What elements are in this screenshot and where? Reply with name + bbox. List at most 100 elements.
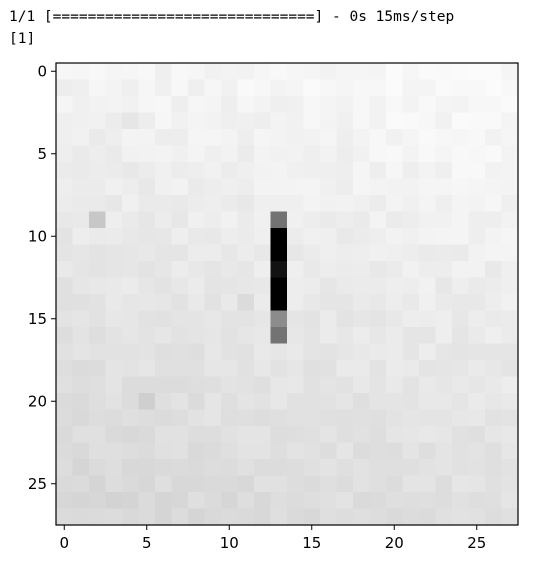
- heatmap-cell: [419, 79, 437, 97]
- heatmap-cell: [155, 145, 173, 163]
- heatmap-cell: [122, 162, 140, 180]
- heatmap-cell: [452, 409, 470, 427]
- heatmap-cell: [237, 145, 255, 163]
- heatmap-cell: [303, 228, 321, 246]
- heatmap-cell: [56, 343, 74, 361]
- console-progress-line: 1/1 [==============================] - 0…: [9, 9, 455, 25]
- heatmap-cell: [254, 310, 272, 328]
- heatmap-cell: [419, 129, 437, 147]
- heatmap-cell: [320, 294, 338, 312]
- heatmap-cell: [386, 343, 404, 361]
- heatmap-cell: [237, 178, 255, 196]
- heatmap-cell: [89, 327, 107, 345]
- heatmap-cell: [452, 244, 470, 262]
- heatmap-cell: [270, 145, 288, 163]
- heatmap-cell: [155, 508, 173, 526]
- heatmap-cell: [501, 409, 519, 427]
- x-tick-label: 0: [59, 534, 69, 552]
- heatmap-cell: [221, 244, 239, 262]
- heatmap-cell: [254, 376, 272, 394]
- heatmap-cell: [435, 475, 453, 493]
- heatmap-cell: [89, 310, 107, 328]
- heatmap-cell: [287, 376, 305, 394]
- heatmap-cell: [287, 145, 305, 163]
- heatmap-cell: [237, 63, 255, 81]
- heatmap-cell: [303, 96, 321, 114]
- heatmap-cell: [435, 195, 453, 213]
- heatmap-cell: [270, 277, 288, 295]
- heatmap-cell: [435, 96, 453, 114]
- heatmap-cell: [320, 492, 338, 510]
- x-tick-label: 20: [385, 534, 404, 552]
- heatmap-cell: [402, 492, 420, 510]
- heatmap-cell: [287, 96, 305, 114]
- heatmap-cell: [254, 195, 272, 213]
- heatmap-cell: [468, 475, 486, 493]
- heatmap-cell: [270, 409, 288, 427]
- heatmap-cell: [270, 310, 288, 328]
- heatmap-cell: [56, 360, 74, 378]
- heatmap-cell: [386, 211, 404, 229]
- heatmap-cell: [353, 360, 371, 378]
- heatmap-cell: [402, 393, 420, 411]
- heatmap-cell: [122, 63, 140, 81]
- heatmap-cell: [485, 79, 503, 97]
- heatmap-cell: [221, 129, 239, 147]
- console-result-line: [1]: [9, 31, 36, 47]
- heatmap-cell: [501, 178, 519, 196]
- heatmap-cell: [56, 112, 74, 130]
- heatmap-cell: [155, 327, 173, 345]
- heatmap-cell: [204, 79, 222, 97]
- heatmap-cell: [336, 79, 354, 97]
- heatmap-cell: [402, 162, 420, 180]
- heatmap-cell: [56, 393, 74, 411]
- heatmap-cell: [353, 79, 371, 97]
- heatmap-cell: [287, 195, 305, 213]
- heatmap-cell: [171, 492, 189, 510]
- heatmap-cell: [336, 261, 354, 279]
- heatmap-cell: [89, 129, 107, 147]
- heatmap-cell: [452, 508, 470, 526]
- heatmap-cell: [270, 393, 288, 411]
- heatmap-cell: [353, 261, 371, 279]
- heatmap-cell: [452, 261, 470, 279]
- heatmap-cell: [89, 459, 107, 477]
- heatmap-cell: [468, 442, 486, 460]
- heatmap-cell: [89, 112, 107, 130]
- heatmap-cell: [336, 327, 354, 345]
- heatmap-cell: [138, 426, 156, 444]
- heatmap-cell: [336, 426, 354, 444]
- heatmap-cell: [320, 327, 338, 345]
- heatmap-cell: [237, 508, 255, 526]
- heatmap-cell: [188, 96, 206, 114]
- heatmap-cell: [204, 492, 222, 510]
- heatmap-cell: [204, 360, 222, 378]
- heatmap-cell: [419, 211, 437, 229]
- heatmap-cell: [468, 343, 486, 361]
- heatmap-cell: [254, 393, 272, 411]
- heatmap-cell: [221, 360, 239, 378]
- x-tick-label: 5: [142, 534, 152, 552]
- heatmap-cell: [188, 79, 206, 97]
- heatmap-cell: [237, 244, 255, 262]
- heatmap-cell: [237, 475, 255, 493]
- heatmap-cell: [171, 145, 189, 163]
- heatmap-cell: [270, 294, 288, 312]
- heatmap-cell: [72, 63, 90, 81]
- heatmap-cell: [105, 475, 123, 493]
- heatmap-cell: [303, 261, 321, 279]
- heatmap-cell: [56, 492, 74, 510]
- heatmap-cell: [138, 294, 156, 312]
- heatmap-cell: [468, 409, 486, 427]
- heatmap-cell: [270, 244, 288, 262]
- heatmap-cell: [155, 294, 173, 312]
- heatmap-cell: [56, 475, 74, 493]
- heatmap-cell: [402, 426, 420, 444]
- heatmap-cell: [72, 508, 90, 526]
- heatmap-cell: [105, 129, 123, 147]
- heatmap-cell: [303, 112, 321, 130]
- heatmap-cell: [188, 426, 206, 444]
- heatmap-cell: [452, 112, 470, 130]
- heatmap-cell: [188, 129, 206, 147]
- heatmap-cell: [171, 261, 189, 279]
